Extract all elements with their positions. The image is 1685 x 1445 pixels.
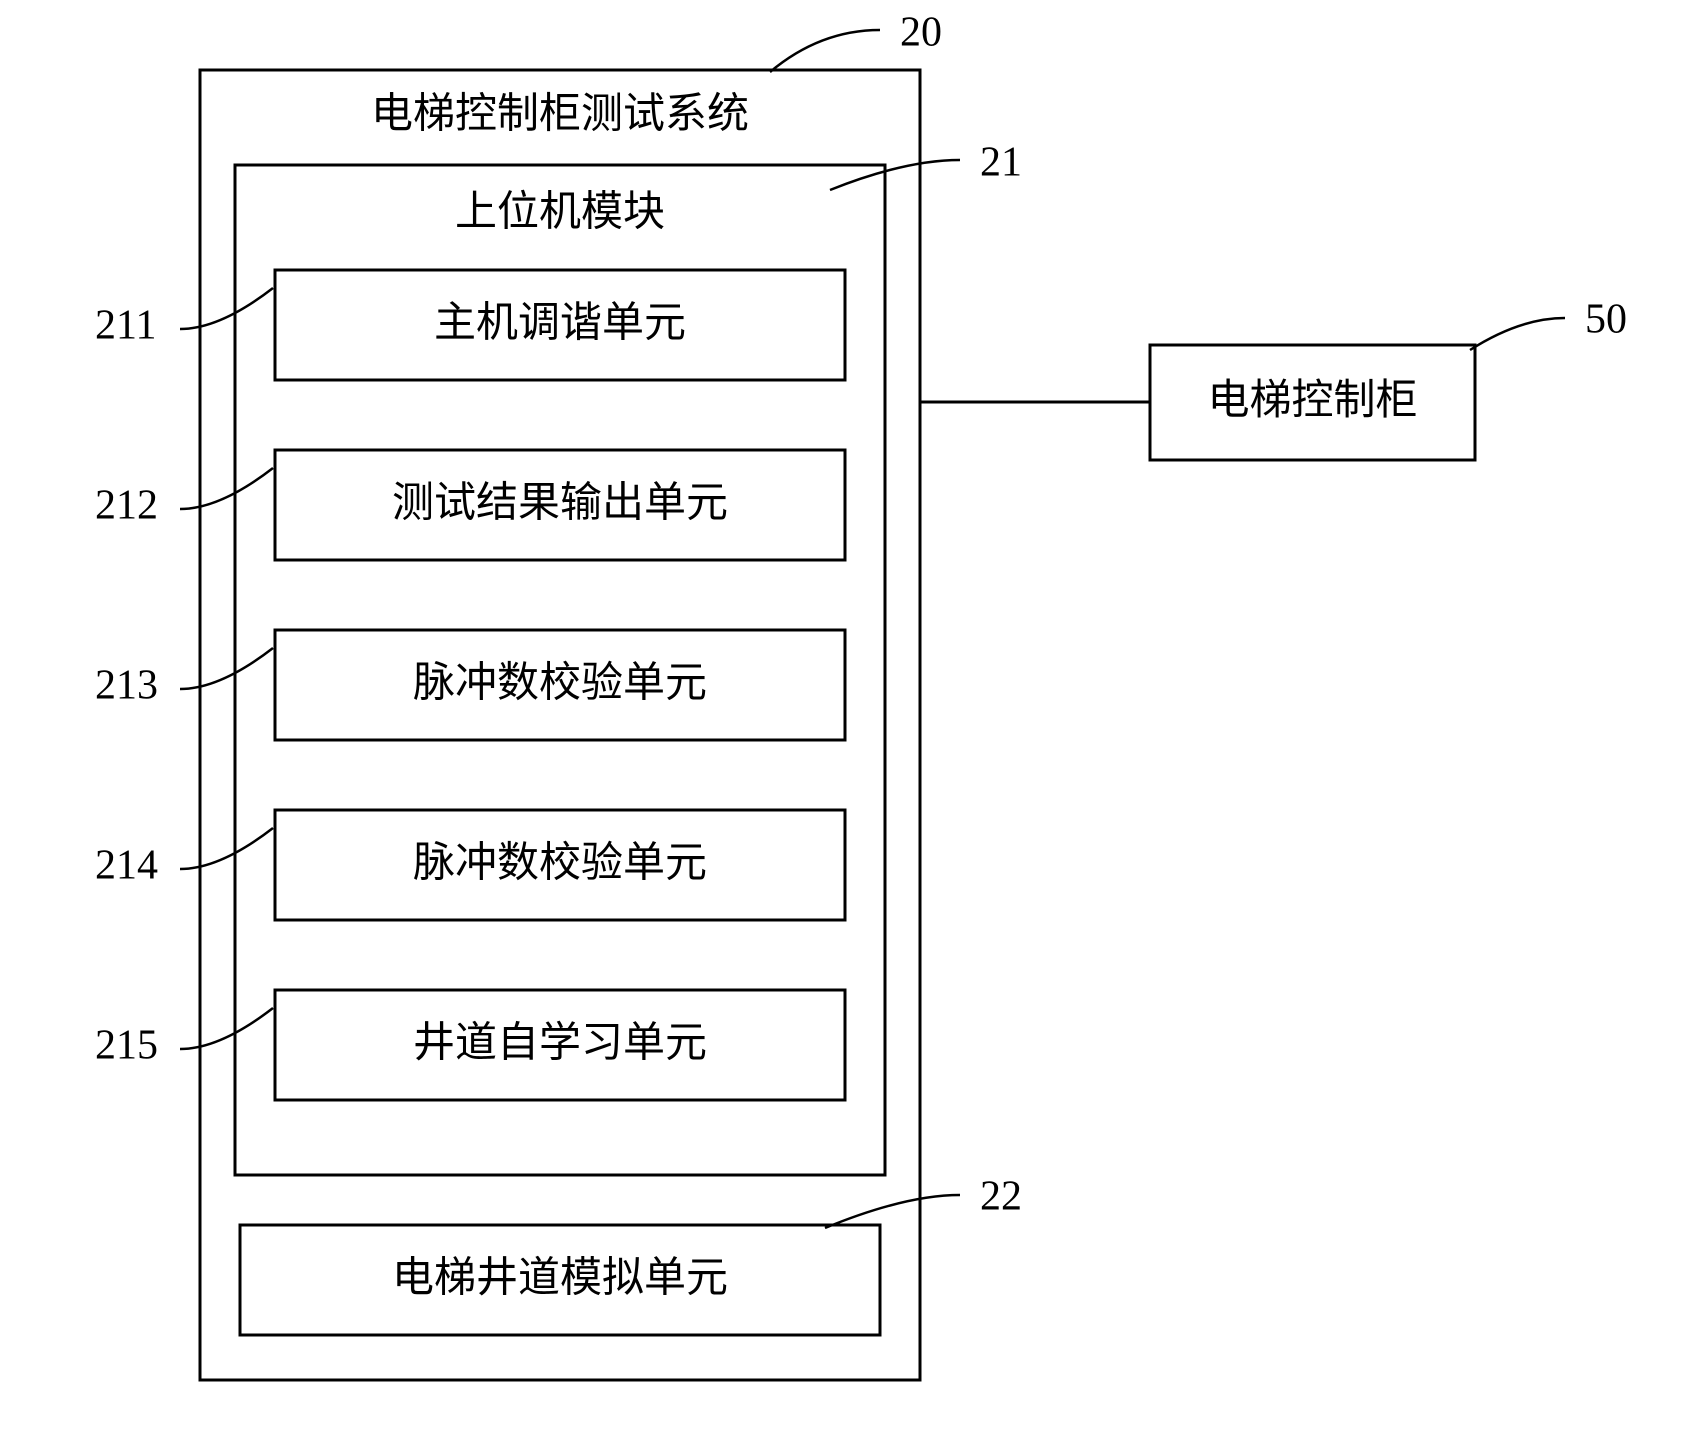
outer-ref: 20: [900, 10, 942, 56]
upper-module-title: 上位机模块: [455, 189, 665, 236]
system-block-diagram: 电梯控制柜测试系统 20 上位机模块 21 主机调谐单元 211 测试结果输出单元 212 脉冲…: [0, 0, 1685, 1445]
cabinet-leader: [1470, 318, 1565, 350]
unit-label-213: 脉冲数校验单元: [413, 660, 707, 707]
cabinet-ref: 50: [1585, 297, 1627, 343]
cabinet-label: 电梯控制柜: [1207, 378, 1417, 424]
unit-label-215: 井道自学习单元: [413, 1020, 707, 1067]
unit-ref-214: 214: [95, 843, 158, 889]
sim-ref: 22: [980, 1174, 1022, 1220]
upper-ref: 21: [980, 140, 1022, 186]
unit-label-212: 测试结果输出单元: [392, 481, 728, 527]
unit-label-214: 脉冲数校验单元: [413, 840, 707, 887]
outer-leader: [770, 30, 880, 72]
unit-ref-212: 212: [95, 483, 158, 529]
unit-ref-215: 215: [95, 1023, 158, 1069]
outer-system-title: 电梯控制柜测试系统: [371, 92, 749, 138]
unit-ref-213: 213: [95, 663, 158, 709]
unit-ref-211: 211: [95, 303, 156, 349]
sim-unit-label: 电梯井道模拟单元: [392, 1256, 728, 1302]
unit-label-211: 主机调谐单元: [434, 301, 686, 347]
